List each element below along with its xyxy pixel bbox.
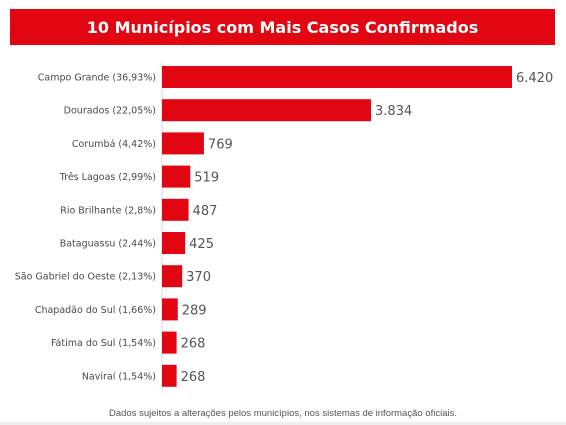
bar bbox=[162, 298, 178, 321]
value-label: 3.834 bbox=[375, 104, 412, 119]
value-label: 6.420 bbox=[516, 71, 553, 86]
bottom-divider bbox=[0, 422, 566, 425]
category-label: Corumbá (4,42%) bbox=[72, 139, 156, 150]
bar bbox=[162, 331, 177, 354]
bar bbox=[162, 265, 183, 288]
chart-title-bar: 10 Municípios com Mais Casos Confirmados bbox=[10, 9, 555, 45]
bar bbox=[162, 232, 186, 254]
category-label: Fátima do Sul (1,54%) bbox=[51, 338, 156, 349]
category-label: Chapadão do Sul (1,66%) bbox=[35, 305, 156, 316]
chart-title: 10 Municípios com Mais Casos Confirmados bbox=[86, 17, 479, 37]
category-label: Dourados (22,05%) bbox=[64, 106, 156, 117]
category-label: Rio Brilhante (2,8%) bbox=[60, 205, 156, 216]
category-label: Três Lagoas (2,99%) bbox=[59, 172, 156, 183]
value-label: 289 bbox=[182, 303, 207, 318]
bar bbox=[162, 99, 372, 122]
bar bbox=[162, 198, 189, 221]
bar bbox=[162, 364, 177, 387]
value-label: 370 bbox=[186, 270, 211, 285]
value-label: 268 bbox=[181, 370, 206, 385]
value-label: 487 bbox=[193, 204, 218, 219]
value-label: 268 bbox=[181, 337, 206, 352]
category-label: São Gabriel do Oeste (2,13%) bbox=[15, 272, 156, 283]
category-label: Naviraí (1,54%) bbox=[82, 371, 156, 382]
bar bbox=[162, 132, 204, 155]
value-label: 769 bbox=[208, 137, 233, 152]
value-label: 519 bbox=[194, 171, 219, 186]
value-label: 425 bbox=[189, 237, 214, 252]
bar bbox=[162, 165, 191, 188]
bar bbox=[162, 66, 512, 88]
category-label: Bataguassu (2,44%) bbox=[60, 239, 156, 250]
category-label: Campo Grande (36,93%) bbox=[38, 73, 156, 84]
footnote: Dados sujeitos a alterações pelos municí… bbox=[109, 408, 457, 419]
